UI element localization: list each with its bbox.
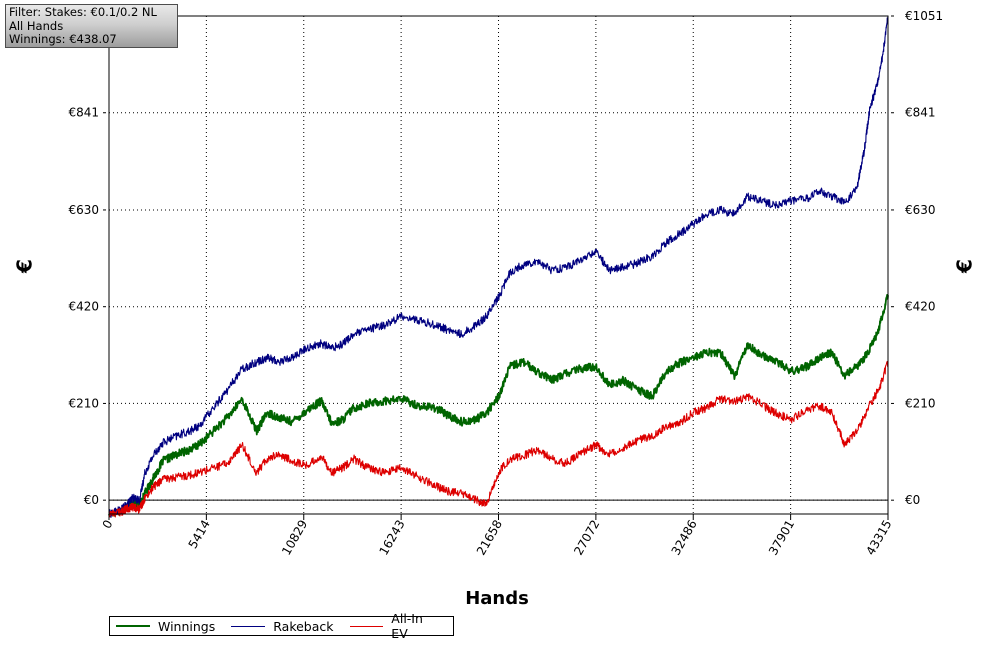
y-tick-label: €841 (68, 106, 99, 120)
x-tick-label: 37901 (766, 518, 797, 558)
y-tick-label: €0 (84, 493, 99, 507)
x-tick-label: 27072 (571, 518, 602, 558)
y-tick-label: €0 (905, 493, 920, 507)
y-axis-title-left: € (13, 259, 37, 274)
legend-label-winnings: Winnings (158, 618, 216, 634)
legend-label-rakeback: Rakeback (273, 618, 334, 634)
filter-label: Filter: Stakes: €0.1/0.2 NL (9, 5, 157, 19)
legend-swatch-rakeback (231, 625, 266, 627)
x-axis: 0 5414 10829 16243 21658 27072 32486 37901 43315 (100, 514, 895, 558)
y-tick-label: €420 (68, 300, 99, 314)
grid-lines (108, 15, 889, 514)
y-axis-right: €0 €210 €420 €630 €841 €1051 (891, 9, 943, 507)
filter-info-box: Filter: Stakes: €0.1/0.2 NL All Hands Wi… (5, 4, 178, 48)
x-tick-label: 10829 (279, 518, 310, 558)
y-tick-label: €1051 (905, 9, 943, 23)
x-tick-label: 32486 (669, 518, 700, 558)
x-tick-label: 16243 (377, 518, 408, 558)
x-tick-label: 5414 (186, 518, 213, 551)
legend-item-allin-ev: All-In EV (349, 611, 443, 641)
y-axis-left: €0€210€420€630€841€1051 (61, 9, 106, 507)
y-tick-label: €210 (68, 396, 99, 410)
legend-swatch-winnings (116, 625, 150, 627)
y-tick-label: €630 (68, 203, 99, 217)
y-axis-title-right: € (953, 259, 977, 274)
legend: Winnings Rakeback All-In EV (109, 611, 454, 641)
x-axis-title: Hands (465, 588, 529, 609)
hands-label: All Hands (9, 18, 64, 33)
series-line-allin-ev (108, 360, 889, 518)
series-line-rakeback (108, 15, 889, 518)
y-tick-label: €210 (905, 396, 936, 410)
x-tick-label: 43315 (863, 518, 894, 558)
legend-label-allin-ev: All-In EV (391, 611, 423, 641)
series-lines (108, 15, 889, 518)
x-tick-label: 0 (100, 518, 116, 532)
winnings-label: Winnings: €438.07 (9, 32, 117, 46)
legend-item-winnings: Winnings (116, 619, 215, 634)
x-tick-label: 21658 (474, 518, 505, 558)
y-tick-label: €630 (905, 203, 936, 217)
y-tick-label: €420 (905, 300, 936, 314)
legend-item-rakeback: Rakeback (231, 618, 334, 634)
y-tick-label: €841 (905, 106, 936, 120)
series-line-winnings (108, 294, 889, 517)
legend-swatch-allin-ev (349, 625, 384, 627)
